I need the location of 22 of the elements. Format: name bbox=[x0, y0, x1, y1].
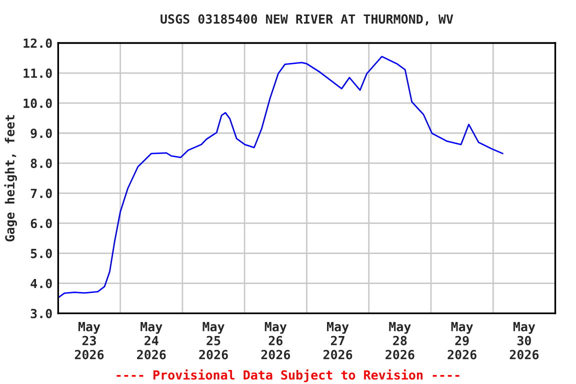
x-tick-label: May 26 2026 bbox=[261, 322, 290, 360]
x-tick-label: May 29 2026 bbox=[448, 322, 476, 360]
y-tick-label: 3.0 bbox=[30, 308, 52, 318]
y-tick-label: 12.0 bbox=[24, 38, 52, 48]
y-tick-label: 5.0 bbox=[30, 248, 52, 258]
x-tick-label: May 30 2026 bbox=[510, 322, 539, 360]
y-tick-label: 8.0 bbox=[30, 158, 52, 168]
y-tick-label: 10.0 bbox=[24, 98, 52, 108]
text: ---- Provisional Data Subject to Revision ---- bbox=[116, 369, 460, 382]
line-series bbox=[58, 56, 504, 298]
y-axis-title: Gage height, feet bbox=[4, 115, 17, 242]
y-tick-label: 6.0 bbox=[30, 218, 52, 228]
x-tick-label: May 27 2026 bbox=[323, 322, 352, 360]
y-tick-label: 7.0 bbox=[30, 188, 52, 198]
y-tick-label: 11.0 bbox=[24, 68, 52, 78]
chart-title: USGS 03185400 NEW RIVER AT THURMOND, WV bbox=[160, 14, 454, 26]
y-tick-label: 9.0 bbox=[30, 128, 52, 138]
x-tick-label: May 23 2026 bbox=[74, 322, 104, 360]
x-tick-label: May 24 2026 bbox=[137, 322, 166, 360]
x-tick-label: May 28 2026 bbox=[386, 322, 414, 360]
x-tick-label: May 25 2026 bbox=[199, 322, 228, 360]
y-tick-label: 4.0 bbox=[30, 278, 52, 288]
